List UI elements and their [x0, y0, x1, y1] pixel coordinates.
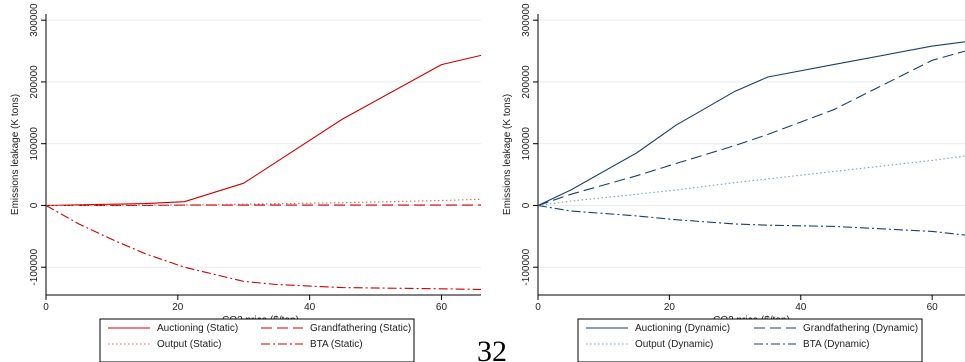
x-tick-label-1: 20: [664, 302, 676, 313]
x-tick-label-3: 60: [436, 302, 448, 313]
y-tick-label-4: 300000: [521, 3, 532, 37]
y-axis-title: Emissions leakage (K tons): [502, 94, 513, 215]
x-tick-label-0: 0: [535, 302, 541, 313]
y-tick-label-4: 300000: [29, 3, 40, 37]
y-axis-title: Emissions leakage (K tons): [10, 94, 21, 215]
y-tick-label-1: 0: [29, 202, 40, 208]
series-line-2: [537, 155, 965, 207]
legend-label-1: Grandfathering (Static): [310, 323, 411, 334]
chart-panel-dynamic: -10000001000002000003000000204060CO2 pri…: [502, 3, 965, 362]
x-tick-label-1: 20: [172, 302, 184, 313]
series-line-3: [537, 204, 965, 236]
series-line-1: [537, 50, 965, 207]
y-tick-label-1: 0: [521, 202, 532, 208]
y-tick-label-2: 100000: [521, 127, 532, 161]
legend-label-3: BTA (Dynamic): [803, 339, 870, 350]
legend-label-1: Grandfathering (Dynamic): [803, 323, 918, 334]
legend-label-2: Output (Static): [157, 339, 221, 350]
series-line-0: [45, 54, 482, 207]
chart-panel-static: -10000001000002000003000000204060CO2 pri…: [10, 3, 482, 362]
x-tick-label-2: 40: [795, 302, 807, 313]
x-tick-label-2: 40: [304, 302, 316, 313]
y-tick-label-0: -100000: [521, 248, 532, 285]
series-line-3: [45, 205, 482, 290]
series-line-2: [45, 198, 482, 207]
y-tick-label-3: 200000: [521, 65, 532, 99]
legend-label-3: BTA (Static): [310, 339, 363, 350]
legend-box: [577, 318, 923, 362]
x-tick-label-0: 0: [43, 302, 49, 313]
x-tick-label-3: 60: [927, 302, 939, 313]
y-tick-label-0: -100000: [29, 248, 40, 285]
legend-label-0: Auctioning (Static): [157, 323, 238, 334]
y-tick-label-3: 200000: [29, 65, 40, 99]
y-tick-label-2: 100000: [29, 127, 40, 161]
series-line-0: [537, 41, 965, 206]
legend-box: [99, 318, 415, 362]
legend-label-2: Output (Dynamic): [635, 339, 713, 350]
legend-label-0: Auctioning (Dynamic): [635, 323, 730, 334]
page-number: 32: [477, 335, 507, 362]
